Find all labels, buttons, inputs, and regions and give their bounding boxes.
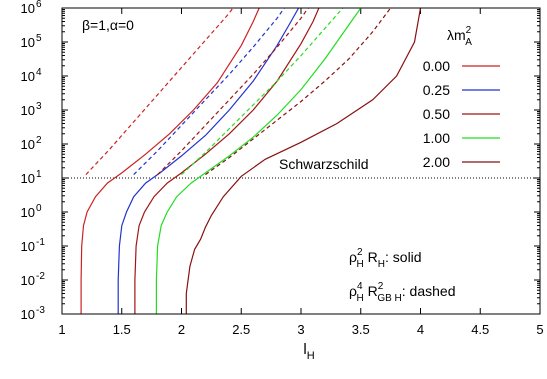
y-tick-label: 10: [21, 239, 35, 254]
legend-title-base: λm: [447, 27, 466, 43]
y-tick-label: 10: [21, 103, 35, 118]
x-axis-label: lH: [303, 341, 314, 362]
note-solid-rho-sup: 2: [357, 247, 363, 258]
note-solid-r: R: [364, 249, 378, 265]
x-axis-label-main: l: [303, 341, 306, 358]
x-tick-label: 3: [297, 322, 304, 337]
y-tick-exponent: 5: [36, 33, 42, 44]
x-tick-label: 5: [536, 322, 543, 337]
legend-label: 0.25: [423, 82, 450, 98]
note-dashed: ρ4 H R2 GB H: dashed: [349, 281, 456, 304]
y-tick-base: 10: [21, 103, 35, 118]
y-tick-label: 10: [21, 69, 35, 84]
legend-label: 0.50: [423, 106, 450, 122]
params-annotation: β=1,α=0: [82, 17, 134, 33]
y-tick-base: 10: [21, 69, 35, 84]
y-tick-label: 10: [21, 171, 35, 186]
legend-label: 2.00: [423, 154, 450, 170]
series-solid-line: [134, 8, 320, 314]
note-dashed-rho-sup: 4: [357, 281, 363, 292]
y-tick-exponent: 3: [36, 101, 42, 112]
x-axis-label-sub: H: [307, 350, 315, 362]
x-tick-label: 2: [178, 322, 185, 337]
series-dashed-line: [157, 8, 309, 176]
note-solid-rho: ρ: [349, 249, 357, 265]
note-dashed-r-sub: GB H: [377, 293, 401, 304]
series-solid-line: [155, 8, 362, 314]
series-dashed-line: [181, 8, 344, 176]
y-tick-base: 10: [21, 239, 35, 254]
x-tick-label: 4.5: [471, 322, 489, 337]
y-tick-exponent: 1: [36, 169, 42, 180]
y-tick-exponent: -2: [36, 271, 45, 282]
y-tick-exponent: 0: [36, 203, 42, 214]
note-dashed-r-sup: 2: [378, 281, 384, 292]
y-tick-base: 10: [21, 307, 35, 322]
note-dashed-rho-sub: H: [357, 293, 364, 304]
y-tick-exponent: 6: [36, 0, 42, 10]
series-solid-line: [117, 8, 300, 314]
schwarzschild-label: Schwarzschild: [279, 156, 368, 172]
x-tick-label: 3.5: [352, 322, 370, 337]
y-tick-exponent: 2: [36, 135, 42, 146]
y-tick-exponent: 4: [36, 67, 42, 78]
series-dashed-line: [205, 8, 392, 176]
series-solid-line: [185, 8, 422, 314]
note-solid-r-sub: H: [378, 259, 385, 270]
note-solid-suffix: : solid: [385, 249, 422, 265]
note-solid: ρ2 H RH: solid: [349, 247, 422, 270]
note-dashed-suffix: : dashed: [402, 283, 456, 299]
y-tick-exponent: -3: [36, 305, 45, 316]
legend: λm2 A 0.00 0.25 0.50 1.00 2.00: [423, 25, 500, 170]
y-tick-label: 10: [21, 35, 35, 50]
y-tick-label: 10: [21, 273, 35, 288]
legend-title: λm2 A: [447, 25, 472, 48]
y-tick-label: 10: [21, 1, 35, 16]
note-dashed-r: R: [364, 283, 378, 299]
y-tick-label: 10: [21, 205, 35, 220]
y-tick-base: 10: [21, 205, 35, 220]
note-dashed-rho: ρ: [349, 283, 357, 299]
y-tick-label: 10: [21, 307, 35, 322]
y-tick-base: 10: [21, 1, 35, 16]
y-tick-exponent: -1: [36, 237, 45, 248]
x-tick-label: 2.5: [232, 322, 250, 337]
x-tick-label: 1: [58, 322, 65, 337]
note-solid-rho-sub: H: [357, 259, 364, 270]
x-tick-label: 4: [417, 322, 424, 337]
plot-frame: [61, 7, 541, 315]
y-tick-base: 10: [21, 35, 35, 50]
legend-label: 0.00: [423, 58, 450, 74]
plot-layer: [62, 8, 540, 314]
y-tick-label: 10: [21, 137, 35, 152]
y-tick-base: 10: [21, 137, 35, 152]
x-tick-label: 1.5: [113, 322, 131, 337]
y-tick-base: 10: [21, 171, 35, 186]
y-tick-base: 10: [21, 273, 35, 288]
legend-title-sub: A: [465, 37, 472, 48]
series-solid-line: [80, 8, 260, 314]
legend-title-sup: 2: [466, 25, 472, 36]
legend-label: 1.00: [423, 130, 450, 146]
series-dashed-line: [133, 8, 285, 176]
